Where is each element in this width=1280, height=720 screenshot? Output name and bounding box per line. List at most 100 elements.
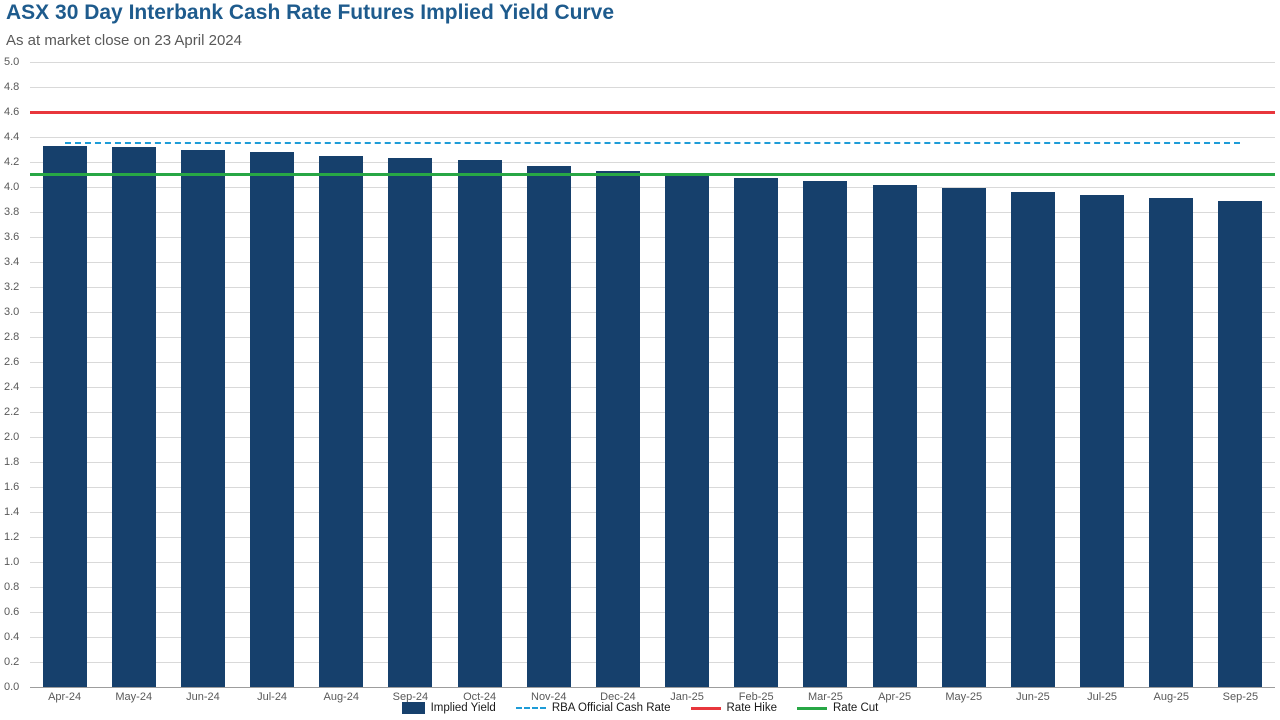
gridline-1.8 bbox=[30, 462, 1275, 463]
gridline-0.6 bbox=[30, 612, 1275, 613]
gridline-1.0 bbox=[30, 562, 1275, 563]
bar-Jan-25 bbox=[665, 173, 710, 687]
gridline-0.4 bbox=[30, 637, 1275, 638]
y-tick-label-3.4: 3.4 bbox=[4, 256, 20, 268]
y-axis: 0.0 0.2 0.4 0.6 0.8 1.0 1.2 1.4 1.6 1.8 2.0 2.2 2.4 2… bbox=[0, 0, 30, 720]
y-tick-label-1.8: 1.8 bbox=[4, 456, 20, 468]
legend-item-implied-yield: Implied Yield bbox=[401, 702, 496, 714]
legend: Implied Yield RBA Official Cash Rate Rat… bbox=[0, 702, 1280, 714]
y-tick-label-0.4: 0.4 bbox=[4, 631, 20, 643]
legend-item-rba-official-cash-rate: RBA Official Cash Rate bbox=[515, 702, 671, 714]
y-tick-label-1.4: 1.4 bbox=[4, 506, 20, 518]
x-tick-label-Sep-24: Sep-24 bbox=[392, 691, 429, 703]
y-tick-label-0.2: 0.2 bbox=[4, 656, 20, 668]
y-tick-label-0.8: 0.8 bbox=[4, 581, 20, 593]
x-tick-label-Oct-24: Oct-24 bbox=[463, 691, 497, 703]
refline-rba-official-cash-rate bbox=[64, 142, 1241, 145]
bar-Aug-24 bbox=[319, 155, 364, 687]
x-tick-label-Feb-25: Feb-25 bbox=[738, 691, 774, 703]
y-tick-label-4.6: 4.6 bbox=[4, 106, 20, 118]
y-tick-label-2.0: 2.0 bbox=[4, 431, 20, 443]
bar-Sep-25 bbox=[1218, 200, 1263, 687]
refline-rate-cut bbox=[30, 173, 1275, 176]
x-tick-label-Jan-25: Jan-25 bbox=[670, 691, 704, 703]
bar-Nov-24 bbox=[526, 165, 571, 687]
x-tick-label-Apr-25: Apr-25 bbox=[878, 691, 912, 703]
gridline-0.2 bbox=[30, 662, 1275, 663]
y-tick-label-4.2: 4.2 bbox=[4, 156, 20, 168]
gridline-3.8 bbox=[30, 212, 1275, 213]
gridline-5.0 bbox=[30, 62, 1275, 63]
x-tick-label-Aug-24: Aug-24 bbox=[323, 691, 359, 703]
legend-item-rate-hike: Rate Hike bbox=[690, 702, 778, 714]
legend-label-rate-hike: Rate Hike bbox=[726, 702, 778, 714]
bar-Mar-25 bbox=[803, 180, 848, 687]
gridline-4.2 bbox=[30, 162, 1275, 163]
y-tick-label-3.0: 3.0 bbox=[4, 306, 20, 318]
gridline-0.0 bbox=[30, 687, 1275, 688]
gridline-3.2 bbox=[30, 287, 1275, 288]
legend-item-rate-cut: Rate Cut bbox=[797, 702, 878, 714]
y-tick-label-4.4: 4.4 bbox=[4, 131, 20, 143]
y-tick-label-1.6: 1.6 bbox=[4, 481, 20, 493]
gridline-2.8 bbox=[30, 337, 1275, 338]
y-tick-label-4.8: 4.8 bbox=[4, 81, 20, 93]
y-tick-label-0.0: 0.0 bbox=[4, 681, 20, 693]
plot-area: Apr-24 May-24 Jun-24 Jul-24 Aug-24 Sep-24 Oct-… bbox=[30, 62, 1275, 703]
bar-Sep-24 bbox=[388, 158, 433, 687]
bar-Jul-25 bbox=[1080, 194, 1125, 687]
rate-cut-line-icon bbox=[797, 706, 827, 710]
rate-hike-line-icon bbox=[690, 706, 721, 710]
bar-Dec-24 bbox=[595, 170, 640, 687]
bar-Jun-24 bbox=[180, 149, 225, 687]
gridline-1.4 bbox=[30, 512, 1275, 513]
x-tick-label-Sep-25: Sep-25 bbox=[1222, 691, 1259, 703]
gridline-3.0 bbox=[30, 312, 1275, 313]
implied-yield-swatch-icon bbox=[401, 702, 425, 714]
gridline-1.6 bbox=[30, 487, 1275, 488]
gridline-3.4 bbox=[30, 262, 1275, 263]
bar-May-25 bbox=[941, 188, 986, 687]
y-tick-label-2.6: 2.6 bbox=[4, 356, 20, 368]
y-tick-label-1.0: 1.0 bbox=[4, 556, 20, 568]
x-tick-label-Dec-24: Dec-24 bbox=[600, 691, 636, 703]
y-tick-label-3.8: 3.8 bbox=[4, 206, 20, 218]
y-tick-label-0.6: 0.6 bbox=[4, 606, 20, 618]
y-tick-label-2.2: 2.2 bbox=[4, 406, 20, 418]
gridline-3.6 bbox=[30, 237, 1275, 238]
gridline-4.0 bbox=[30, 187, 1275, 188]
gridline-2.2 bbox=[30, 412, 1275, 413]
y-tick-label-1.2: 1.2 bbox=[4, 531, 20, 543]
legend-label-rba-official-cash-rate: RBA Official Cash Rate bbox=[551, 702, 671, 714]
refline-rate-hike bbox=[30, 110, 1275, 114]
bar-Apr-25 bbox=[872, 184, 917, 687]
bar-Apr-24 bbox=[42, 145, 87, 687]
legend-label-implied-yield: Implied Yield bbox=[430, 702, 496, 714]
bar-Aug-25 bbox=[1149, 198, 1194, 687]
y-tick-label-5.0: 5.0 bbox=[4, 56, 20, 68]
gridline-0.8 bbox=[30, 587, 1275, 588]
gridline-2.6 bbox=[30, 362, 1275, 363]
gridline-2.0 bbox=[30, 437, 1275, 438]
y-tick-label-3.2: 3.2 bbox=[4, 281, 20, 293]
y-tick-label-2.8: 2.8 bbox=[4, 331, 20, 343]
x-tick-label-Jun-25: Jun-25 bbox=[1016, 691, 1050, 703]
y-tick-label-3.6: 3.6 bbox=[4, 231, 20, 243]
x-tick-label-May-25: May-25 bbox=[945, 691, 983, 703]
chart-subtitle: As at market close on 23 April 2024 bbox=[6, 32, 242, 49]
x-tick-label-Jul-25: Jul-25 bbox=[1087, 691, 1118, 703]
x-tick-label-Apr-24: Apr-24 bbox=[48, 691, 82, 703]
gridline-2.4 bbox=[30, 387, 1275, 388]
bar-Jul-24 bbox=[250, 152, 295, 687]
x-tick-label-Jun-24: Jun-24 bbox=[186, 691, 220, 703]
bar-Feb-25 bbox=[734, 178, 779, 687]
chart-title: ASX 30 Day Interbank Cash Rate Futures I… bbox=[6, 1, 615, 24]
x-tick-label-Jul-24: Jul-24 bbox=[257, 691, 288, 703]
gridline-1.2 bbox=[30, 537, 1275, 538]
x-tick-label-May-24: May-24 bbox=[115, 691, 153, 703]
bar-May-24 bbox=[111, 147, 156, 687]
bar-Jun-25 bbox=[1010, 192, 1055, 687]
rba-cash-rate-dashed-line-icon bbox=[515, 707, 546, 709]
x-tick-label-Aug-25: Aug-25 bbox=[1153, 691, 1189, 703]
x-tick-label-Mar-25: Mar-25 bbox=[807, 691, 843, 703]
